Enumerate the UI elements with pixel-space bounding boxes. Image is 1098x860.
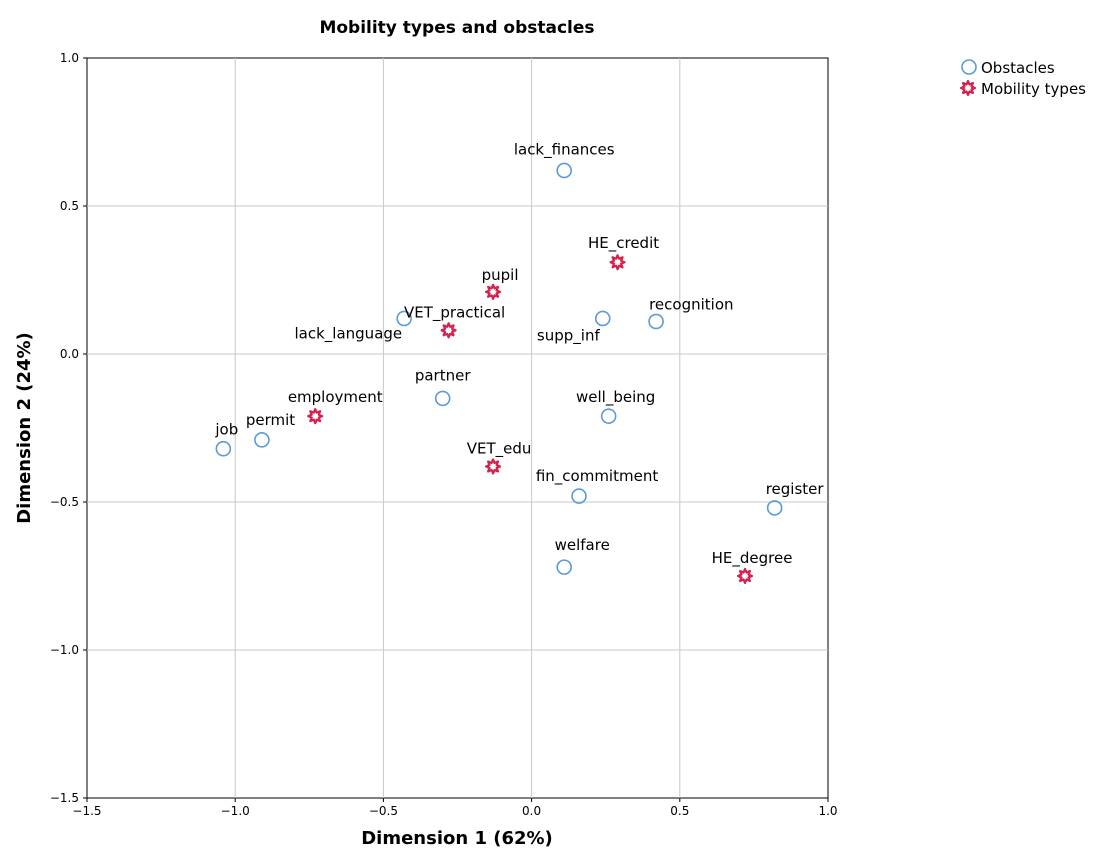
point-employment [307,408,324,425]
point-welfare [556,559,573,575]
legend-star-marker [959,79,977,97]
label-vet-edu: VET_edu [467,439,532,458]
x-tick-label: −0.5 [369,804,398,818]
y-tick-label: −1.5 [50,791,79,805]
point-register [766,500,783,516]
grid [87,58,828,798]
y-tick-label: 1.0 [60,51,79,65]
y-axis-ticks: −1.5 −1.0 −0.5 0.0 0.5 1.0 [50,51,87,805]
label-he-degree: HE_degree [712,549,793,568]
label-vet-practical: VET_practical [404,303,505,322]
y-tick-label: 0.5 [60,199,79,213]
y-tick-label: −1.0 [50,643,79,657]
chart-title: Mobility types and obstacles [319,18,594,38]
legend-star-icon [959,79,977,97]
point-he-credit [609,254,626,271]
x-tick-label: 1.0 [818,804,837,818]
point-partner [434,390,451,407]
label-employment: employment [288,388,383,406]
data-points [215,162,783,585]
legend-circle-marker [961,59,977,75]
label-pupil: pupil [482,266,519,284]
legend: Obstacles Mobility types [959,59,1086,98]
plot-frame [86,57,829,799]
label-permit: permit [246,411,295,429]
label-fin-commitment: fin_commitment [536,467,658,486]
point-recognition [648,313,664,330]
legend-label-obstacles: Obstacles [981,59,1055,77]
label-partner: partner [415,366,471,384]
label-supp-inf: supp_inf [537,326,601,345]
point-he-degree [736,567,754,585]
point-pupil [484,283,502,300]
label-welfare: welfare [555,536,610,554]
point-lack-language [396,310,412,327]
legend-item-obstacles: Obstacles [961,59,1055,77]
label-register: register [766,480,825,498]
data-labels: lack_finances recognition supp_inf lack_lan… [214,140,824,568]
x-axis-title: Dimension 1 (62%) [361,828,553,849]
x-axis-ticks: −1.5 −1.0 −0.5 0.0 0.5 1.0 [72,798,838,818]
point-vet-practical [440,322,457,339]
label-lack-language: lack_language [295,324,403,343]
x-tick-label: −1.0 [221,804,250,818]
point-well-being [600,408,617,424]
label-he-credit: HE_credit [588,234,659,253]
y-tick-label: −0.5 [50,495,79,509]
point-fin-commitment [571,488,587,504]
label-well-being: well_being [576,388,655,407]
y-axis-title: Dimension 2 (24%) [14,332,35,524]
legend-item-mobility-types: Mobility types [959,79,1086,98]
point-job [215,440,232,457]
label-job: job [214,421,238,439]
x-tick-label: 0.0 [522,804,541,818]
point-vet-edu [484,458,502,475]
legend-label-mobility-types: Mobility types [981,80,1086,98]
label-lack-finances: lack_finances [514,140,615,159]
x-tick-label: 0.5 [670,804,689,818]
x-tick-label: −1.5 [72,804,101,818]
point-permit [254,432,270,448]
label-recognition: recognition [649,295,733,313]
point-lack-finances [556,162,573,179]
point-supp-inf [594,310,611,327]
y-tick-label: 0.0 [60,347,79,361]
